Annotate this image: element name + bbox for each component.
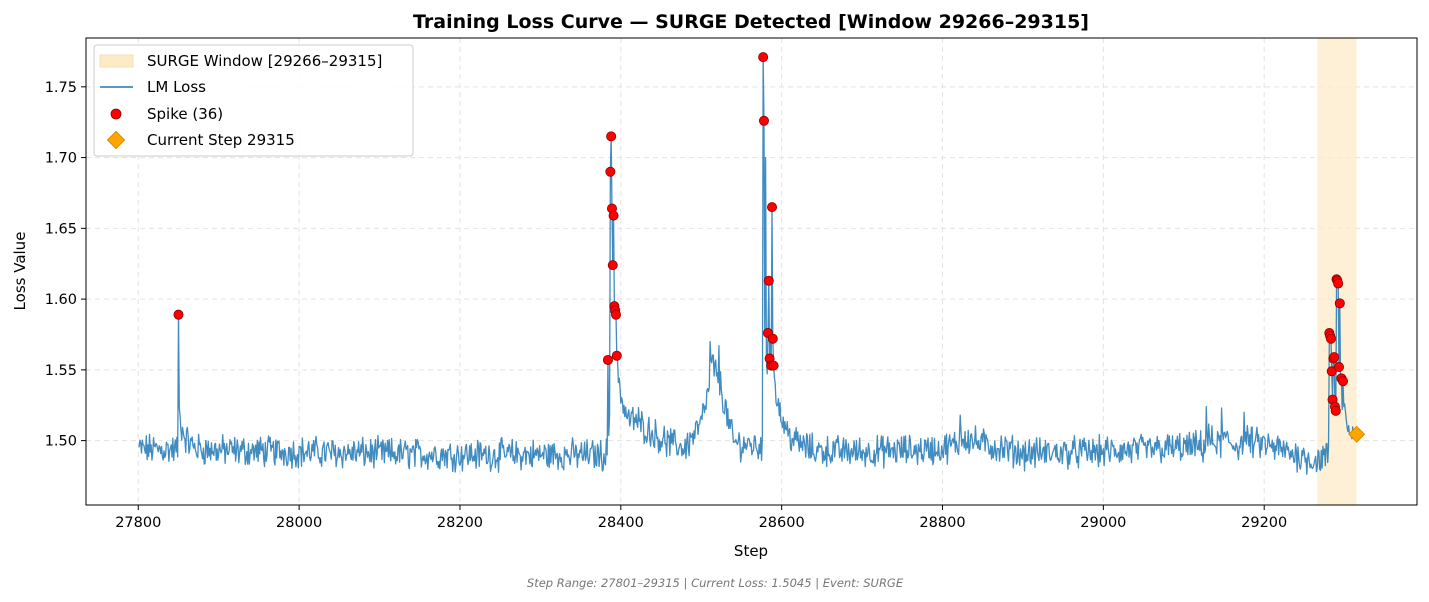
spike-point <box>767 333 778 344</box>
spike-point <box>1325 333 1336 344</box>
plot-frame <box>85 37 1418 506</box>
spike-point <box>611 350 622 361</box>
y-tick-label-4: 1.70 <box>45 151 77 167</box>
spike-point <box>605 166 616 177</box>
legend-window-label: SURGE Window [29266–29315] <box>147 52 382 70</box>
legend-line-label: LM Loss <box>147 78 206 96</box>
x-tick-label-3: 28400 <box>598 515 644 531</box>
spike-point <box>610 309 621 320</box>
y-tick-label-0: 1.50 <box>45 434 77 450</box>
x-axis-label: Step <box>734 542 768 560</box>
legend-current-swatch <box>106 130 126 150</box>
spike-point <box>1334 298 1345 309</box>
chart-title: Training Loss Curve — SURGE Detected [Wi… <box>413 11 1089 33</box>
markers-layer <box>173 52 1366 443</box>
x-tick-label-5: 28800 <box>919 515 965 531</box>
x-tick-label-2: 28200 <box>437 515 483 531</box>
x-tick-label-1: 28000 <box>276 515 322 531</box>
x-tick-label-4: 28600 <box>759 515 805 531</box>
x-tick-label-0: 27800 <box>115 515 161 531</box>
legend-spike-swatch <box>110 108 122 120</box>
spike-point <box>1329 352 1340 363</box>
spike-point <box>606 131 617 142</box>
spike-point <box>1333 362 1344 373</box>
x-tick-label-6: 29000 <box>1080 515 1126 531</box>
grid <box>86 38 1417 505</box>
series-layer <box>138 56 1358 475</box>
lm-loss-line <box>138 56 1358 475</box>
x-axis-ticks: 27800 28000 28200 28400 28600 28800 29000 29200 <box>115 505 1287 531</box>
spike-point <box>1338 376 1349 387</box>
spike-point <box>763 275 774 286</box>
spike-point <box>173 309 184 320</box>
y-tick-label-3: 1.65 <box>45 221 77 237</box>
x-tick-label-7: 29200 <box>1241 515 1287 531</box>
y-tick-label-2: 1.60 <box>45 292 77 308</box>
legend-window-swatch <box>99 54 134 68</box>
legend-current-label: Current Step 29315 <box>147 131 295 149</box>
y-axis-ticks: 1.50 1.55 1.60 1.65 1.70 1.75 <box>45 80 86 450</box>
spike-point <box>1330 405 1341 416</box>
legend-spike-label: Spike (36) <box>147 105 223 123</box>
surge-window-band <box>1317 38 1357 505</box>
spike-point <box>758 52 769 63</box>
surge-window <box>1317 38 1357 505</box>
spike-point <box>768 360 779 371</box>
spike-point <box>1333 278 1344 289</box>
current-step-marker <box>1348 425 1366 443</box>
spike-point <box>758 115 769 126</box>
legend-box <box>93 44 414 157</box>
y-tick-label-1: 1.55 <box>45 363 77 379</box>
spike-point <box>607 260 618 271</box>
legend: SURGE Window [29266–29315] LM Loss Spike… <box>93 44 414 157</box>
y-axis-label: Loss Value <box>11 232 29 311</box>
spike-point <box>767 202 778 213</box>
spike-point <box>602 354 613 365</box>
footer-note: Step Range: 27801–29315 | Current Loss: … <box>527 576 904 590</box>
y-tick-label-5: 1.75 <box>45 80 77 96</box>
spike-point <box>608 210 619 221</box>
